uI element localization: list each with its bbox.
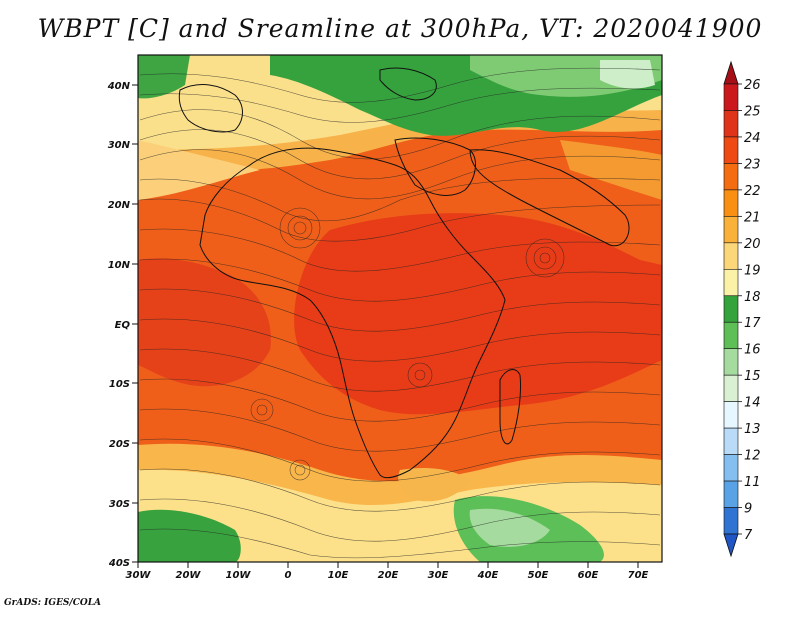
lon-label: 60E [578,570,599,581]
lat-label: 40S [108,558,130,569]
colorbar-label: 23 [744,157,761,172]
colorbar-swatch [723,268,739,297]
colorbar: 26 25 24 23 22 21 20 19 18 17 16 15 14 13 12 11 9 7 [723,60,761,558]
plot-frame [137,54,663,563]
colorbar-label: 16 [744,343,761,358]
lon-label: 20W [176,570,202,581]
colorbar-swatch [723,110,739,138]
lat-label: 10S [109,379,130,390]
colorbar-swatch [723,295,739,323]
lat-label: 40N [107,81,131,92]
colorbar-bottom-arrow [723,533,739,558]
colorbar-swatch [723,83,739,111]
colorbar-swatch [723,348,739,376]
longitude-axis: 30W 20W 10W 0 10E 20E 30E 40E 50E 60E 70… [126,562,649,581]
colorbar-swatch [723,427,739,455]
colorbar-swatch [723,507,739,535]
colorbar-label: 25 [744,104,761,119]
lat-label: 20N [108,200,131,211]
colorbar-label: 15 [744,369,761,384]
colorbar-label: 19 [744,263,761,278]
lon-label: 10E [328,570,349,581]
colorbar-label: 9 [744,502,752,517]
lon-label: 20E [378,570,399,581]
lon-label: 40E [477,570,499,581]
latitude-axis: 40N 30N 20N 10N EQ 10S 20S 30S 40S [107,81,138,569]
lat-label: 10N [108,260,131,271]
colorbar-swatch [723,163,739,191]
map-title: WBPT [C] and Sreamline at 300hPa, VT: 20… [37,14,763,43]
lon-label: 10W [226,570,252,581]
colorbar-label: 12 [744,449,761,464]
lon-label: 30W [126,570,152,581]
wbpt-field [138,55,662,562]
colorbar-label: 14 [744,396,761,411]
colorbar-label: 26 [744,78,761,93]
colorbar-label: 21 [744,210,761,225]
colorbar-swatch [723,136,739,164]
colorbar-swatch [723,321,739,350]
coastlines [178,67,630,479]
colorbar-label: 24 [744,131,761,146]
credit-text: GrADS: IGES/COLA [4,598,102,608]
colorbar-swatch [723,401,739,429]
colorbar-swatch [723,374,739,402]
streamlines [139,67,661,559]
lon-label: 0 [285,570,292,581]
lat-label: EQ [115,320,131,331]
colorbar-label: 11 [744,475,761,490]
colorbar-label: 7 [744,528,753,543]
colorbar-swatch [723,480,739,508]
colorbar-swatch [723,454,739,482]
lat-label: 30N [108,140,131,151]
lat-label: 20S [109,439,130,450]
colorbar-label: 22 [744,184,761,199]
colorbar-swatch [723,216,739,244]
colorbar-label: 20 [744,237,761,252]
lon-label: 50E [528,570,549,581]
colorbar-label: 17 [744,316,761,331]
colorbar-label: 13 [744,422,761,437]
colorbar-swatch [723,242,739,270]
lon-label: 70E [628,570,649,581]
colorbar-label: 18 [744,290,761,305]
lat-label: 30S [109,499,130,510]
lon-label: 30E [428,570,449,581]
colorbar-top-arrow [723,60,739,85]
colorbar-swatch [723,189,739,217]
